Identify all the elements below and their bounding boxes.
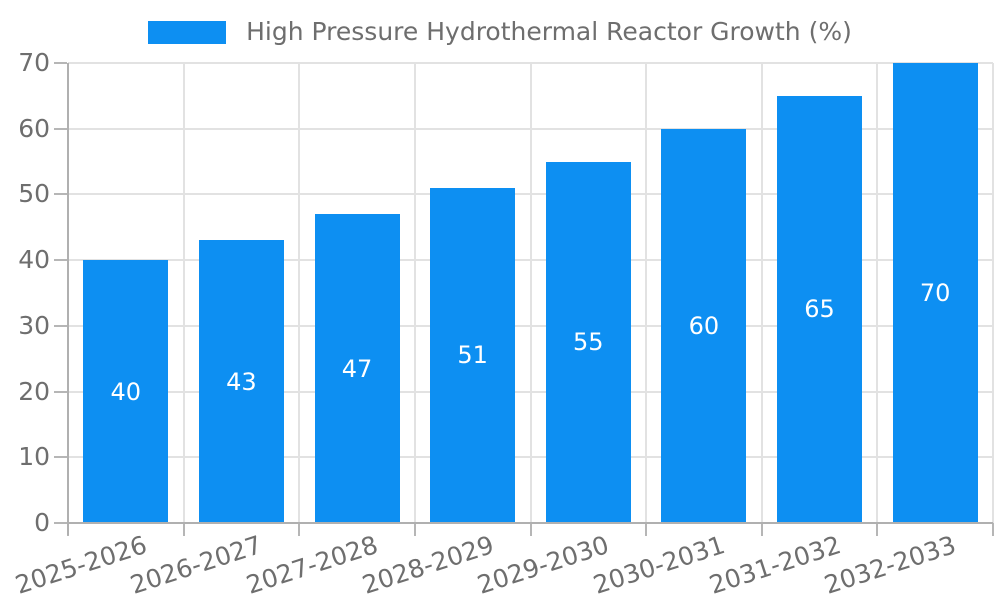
x-tick-label: 2025-2026	[11, 530, 151, 600]
gridline-vertical	[876, 63, 879, 523]
x-tick-label: 2028-2029	[358, 530, 498, 600]
gridline-vertical	[645, 63, 648, 523]
bar: 55	[545, 161, 631, 523]
y-tick-label: 0	[34, 508, 50, 537]
bar: 51	[430, 187, 516, 523]
y-tick-label: 70	[18, 48, 50, 77]
bar-value-label: 70	[919, 279, 951, 307]
x-axis-tick	[645, 523, 648, 536]
legend-color-swatch	[148, 20, 227, 44]
bar-value-label: 43	[226, 367, 257, 396]
x-axis-tick	[876, 523, 879, 536]
y-tick-label: 50	[18, 179, 50, 209]
y-tick-label: 10	[18, 442, 50, 472]
y-axis-tick	[54, 324, 67, 327]
y-axis-tick	[54, 193, 67, 196]
x-axis-tick	[760, 523, 763, 536]
gridline-vertical	[529, 63, 532, 523]
x-tick-label: 2030-2031	[589, 530, 729, 600]
bar: 43	[198, 240, 284, 523]
bar-value-label: 40	[110, 377, 142, 406]
x-tick-label: 2031-2032	[705, 530, 844, 600]
x-tick-label: 2027-2028	[242, 530, 382, 600]
bar-value-label: 55	[573, 328, 604, 357]
bar-value-label: 51	[457, 341, 488, 370]
y-tick-label: 40	[18, 245, 50, 275]
legend-label: High Pressure Hydrothermal Reactor Growt…	[246, 17, 852, 46]
legend: High Pressure Hydrothermal Reactor Growt…	[0, 18, 1000, 46]
gridline-vertical	[760, 63, 763, 523]
bar: 47	[314, 214, 400, 523]
x-axis-tick	[182, 523, 185, 536]
x-axis-tick	[529, 523, 532, 536]
x-tick-label: 2029-2030	[474, 530, 613, 600]
bar-value-label: 65	[804, 295, 835, 324]
y-tick-label: 60	[18, 113, 50, 143]
gridline-vertical	[182, 63, 185, 523]
y-axis-tick	[54, 259, 67, 262]
bar-value-label: 60	[688, 311, 720, 340]
gridline-vertical	[413, 63, 416, 523]
gridline-vertical	[298, 63, 301, 523]
x-axis-tick	[413, 523, 416, 536]
bar-value-label: 47	[341, 354, 373, 383]
y-tick-label: 20	[18, 376, 50, 406]
y-axis-line	[67, 63, 69, 535]
plot-area: 0 10 20 30 40 50 60 70 40 43 47 51 55 60 65 70 2025-2026…	[12, 50, 994, 600]
bar: 40	[83, 260, 169, 523]
y-axis-tick	[54, 390, 67, 393]
y-axis-tick	[54, 456, 67, 459]
gridline-vertical	[992, 63, 994, 523]
y-axis-tick	[54, 522, 67, 524]
y-axis-tick	[54, 127, 67, 130]
x-tick-label: 2026-2027	[127, 530, 266, 600]
y-tick-label: 30	[18, 310, 50, 340]
x-tick-label: 2032-2033	[820, 530, 960, 600]
x-axis-tick	[992, 523, 994, 536]
bar: 70	[892, 63, 978, 523]
y-axis-tick	[54, 62, 67, 64]
x-axis-line	[68, 522, 993, 524]
bar: 60	[661, 128, 747, 523]
x-axis-tick	[298, 523, 301, 536]
bar: 65	[777, 95, 863, 523]
